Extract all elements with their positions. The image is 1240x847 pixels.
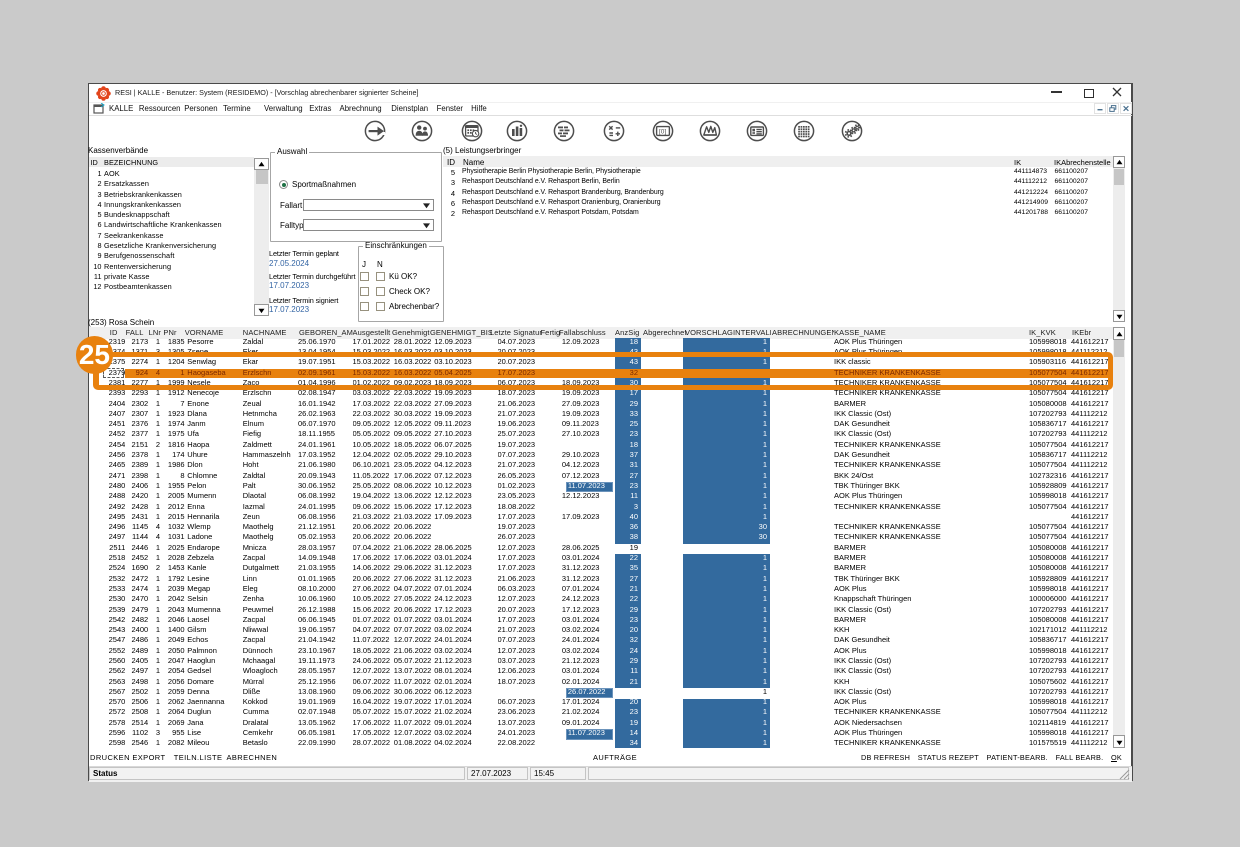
svg-text:[0]: [0] xyxy=(659,129,666,136)
